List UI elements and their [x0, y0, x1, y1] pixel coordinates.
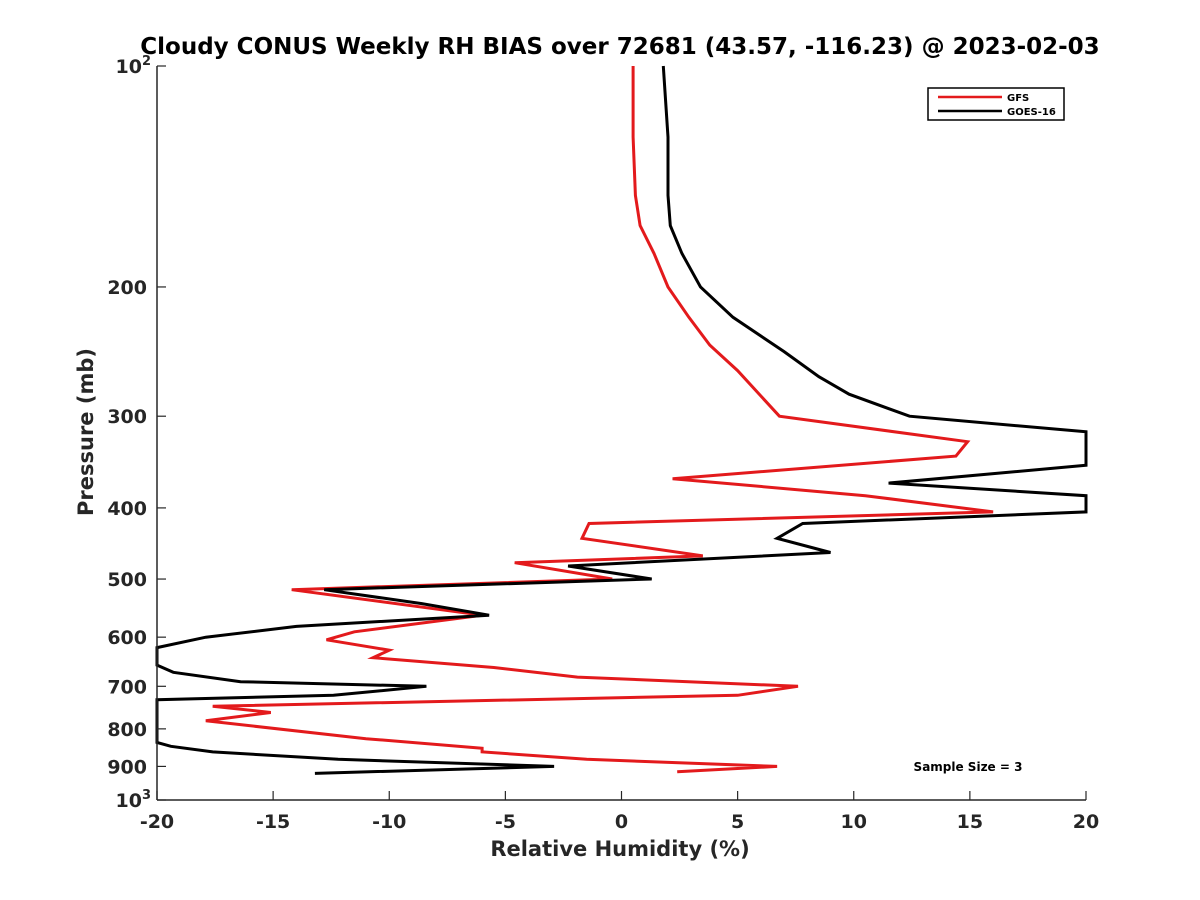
- y-tick-label: 500: [107, 569, 147, 591]
- x-tick-label: -5: [495, 811, 516, 833]
- y-tick-label: 800: [107, 719, 147, 741]
- legend-gfs-label: GFS: [1007, 93, 1029, 104]
- legend-goes-label: GOES-16: [1007, 107, 1056, 118]
- y-tick-label: 200: [107, 277, 147, 299]
- series-line-goes-16: [155, 65, 1088, 775]
- legend: GFS GOES-16: [927, 87, 1065, 121]
- x-tick-label: 0: [615, 811, 628, 833]
- axes: -20 -15 -10 -5 0 5 10 15 20 102 200 300 400 500 600 700…: [107, 54, 1099, 833]
- legend-box: [927, 87, 1065, 121]
- x-tick-label: -20: [140, 811, 174, 833]
- x-tick-label: -15: [256, 811, 290, 833]
- series-line-gfs: [205, 66, 994, 774]
- y-tick-label: 900: [107, 756, 147, 778]
- y-tick-label: 300: [107, 406, 147, 428]
- x-tick-label: -10: [372, 811, 406, 833]
- chart-title: Cloudy CONUS Weekly RH BIAS over 72681 (…: [140, 34, 1099, 60]
- x-tick-label: 15: [957, 811, 983, 833]
- x-tick-label: 10: [841, 811, 867, 833]
- y-tick-label: 103: [116, 788, 152, 812]
- x-tick-label: 20: [1073, 811, 1099, 833]
- x-tick-label: 5: [731, 811, 744, 833]
- y-tick-label: 400: [107, 498, 147, 520]
- y-tick-label: 600: [107, 627, 147, 649]
- sample-size-annotation: Sample Size = 3: [914, 760, 1023, 774]
- x-axis-label: Relative Humidity (%): [490, 837, 749, 861]
- y-tick-label: 700: [107, 676, 147, 698]
- plot-series: [155, 65, 1088, 775]
- y-axis-label: Pressure (mb): [74, 348, 98, 516]
- y-tick-label: 102: [116, 54, 152, 78]
